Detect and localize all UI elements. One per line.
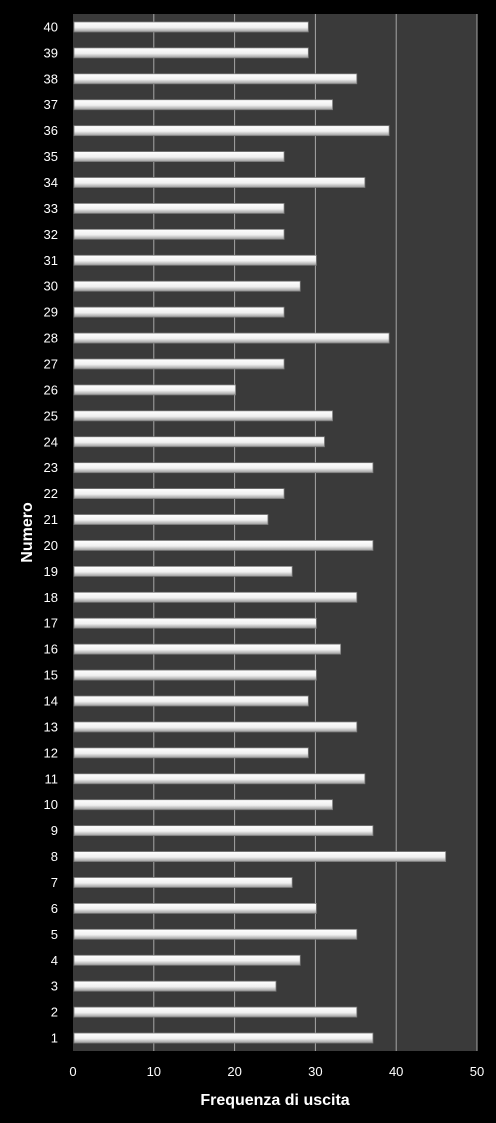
y-tick-label: 15 <box>44 668 58 683</box>
bar <box>73 773 366 785</box>
bar <box>73 540 374 551</box>
y-tick-label: 33 <box>44 201 58 216</box>
bar <box>73 903 317 914</box>
bar <box>73 177 366 188</box>
bar <box>73 306 285 318</box>
x-tick-label: 50 <box>470 1064 484 1079</box>
bar <box>73 980 277 992</box>
y-tick-label: 6 <box>51 901 58 916</box>
y-tick-label: 18 <box>44 590 58 605</box>
y-tick-label: 16 <box>44 642 58 657</box>
bar <box>73 203 285 214</box>
x-tick-label: 30 <box>308 1064 322 1079</box>
y-tick-label: 5 <box>51 927 58 942</box>
bar <box>73 21 309 33</box>
y-tick-label: 9 <box>51 823 58 838</box>
y-tick-label: 36 <box>44 123 58 138</box>
y-tick-label: 12 <box>44 745 58 760</box>
y-tick-label: 21 <box>44 512 58 527</box>
bar <box>73 954 301 966</box>
y-tick-label: 1 <box>51 1031 58 1046</box>
bar <box>73 669 317 681</box>
bar <box>73 47 309 59</box>
x-tick-label: 20 <box>227 1064 241 1079</box>
y-tick-label: 30 <box>44 279 58 294</box>
y-tick-label: 34 <box>44 175 58 190</box>
bar <box>73 695 309 707</box>
y-tick-label: 8 <box>51 849 58 864</box>
bar <box>73 73 358 85</box>
bar <box>73 825 374 837</box>
y-axis-title: Numero <box>19 502 36 563</box>
y-tick-label: 35 <box>44 149 58 164</box>
bar <box>73 462 374 474</box>
bar <box>73 358 285 370</box>
y-tick-label: 11 <box>45 771 59 786</box>
plot-area <box>73 14 477 1051</box>
bar <box>73 228 285 240</box>
bar <box>73 410 333 422</box>
bars <box>73 21 447 1044</box>
bar <box>73 1032 374 1044</box>
bar <box>73 747 309 759</box>
x-tick-label: 40 <box>389 1064 403 1079</box>
y-tick-label: 13 <box>44 719 58 734</box>
y-tick-label: 20 <box>44 538 58 553</box>
x-tick-label: 0 <box>69 1064 76 1079</box>
x-tick-label: 10 <box>147 1064 161 1079</box>
y-tick-label: 2 <box>51 1005 58 1020</box>
y-tick-label: 28 <box>44 331 58 346</box>
bar <box>73 617 317 629</box>
bar <box>73 799 333 811</box>
x-axis-title: Frequenza di uscita <box>200 1092 349 1109</box>
y-tick-label: 26 <box>44 382 58 397</box>
y-tick-label: 29 <box>44 305 58 320</box>
y-tick-label: 40 <box>44 19 58 34</box>
y-tick-label: 17 <box>44 616 58 631</box>
bar <box>73 332 390 344</box>
bar <box>73 488 285 500</box>
y-tick-label: 22 <box>44 486 58 501</box>
bar <box>73 125 390 137</box>
y-tick-label: 24 <box>44 434 58 449</box>
bar <box>73 851 447 862</box>
y-tick-label: 7 <box>51 875 58 890</box>
bar <box>73 254 317 266</box>
y-tick-label: 38 <box>44 71 58 86</box>
bar <box>73 280 301 292</box>
y-tick-label: 4 <box>51 953 58 968</box>
y-tick-label: 31 <box>44 253 58 268</box>
bar <box>73 721 358 733</box>
y-tick-label: 3 <box>51 979 58 994</box>
y-tick-label: 39 <box>44 45 58 60</box>
bar <box>73 565 293 577</box>
x-tick-labels: 0 10 20 30 40 50 <box>69 1064 484 1079</box>
bar <box>73 928 358 940</box>
bar <box>73 877 293 888</box>
y-tick-label: 14 <box>44 694 58 709</box>
y-tick-label: 23 <box>44 460 58 475</box>
bar <box>73 436 325 448</box>
bar <box>73 384 237 396</box>
y-tick-label: 10 <box>44 797 58 812</box>
bar <box>73 99 333 111</box>
bar <box>73 643 342 655</box>
y-tick-label: 37 <box>44 97 58 112</box>
y-tick-labels: 1234567891011121314151617181920212223242… <box>44 19 58 1045</box>
bar <box>73 151 285 162</box>
y-tick-label: 32 <box>44 227 58 242</box>
bar <box>73 591 358 603</box>
y-tick-label: 25 <box>44 408 58 423</box>
bar <box>73 1006 358 1018</box>
y-tick-label: 19 <box>44 564 58 579</box>
bar <box>73 514 269 525</box>
y-tick-label: 27 <box>44 356 58 371</box>
